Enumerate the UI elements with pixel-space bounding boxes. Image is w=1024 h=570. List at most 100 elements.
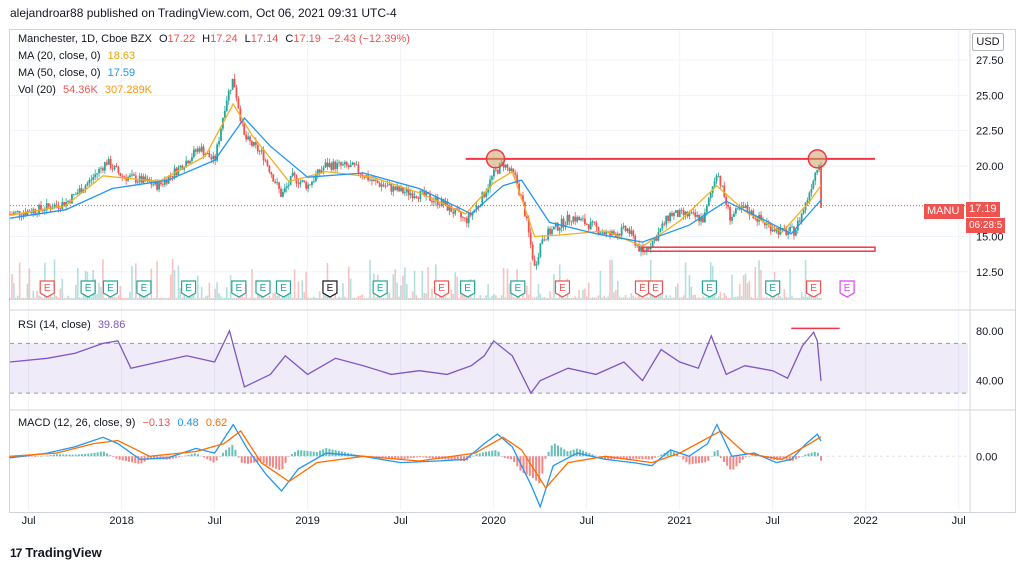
volume-bar xyxy=(167,297,170,300)
volume-bar xyxy=(816,296,818,300)
volume-bar xyxy=(146,294,149,300)
candle-body xyxy=(787,231,790,235)
candle-body xyxy=(506,164,509,168)
ma50-legend[interactable]: MA (50, close, 0) 17.59 xyxy=(18,67,139,79)
macd-histogram-bar xyxy=(779,456,782,459)
macd-hist-value: −0.13 xyxy=(142,417,171,429)
macd-histogram-bar xyxy=(694,456,697,464)
candle-body xyxy=(669,213,671,222)
volume-bar xyxy=(493,294,495,300)
symbol-legend[interactable]: Manchester, 1D, Cboe BZX O17.22 H17.24 L… xyxy=(18,33,414,45)
earnings-marker-label: E xyxy=(706,283,713,294)
support-level xyxy=(641,246,876,252)
candle-body xyxy=(185,160,188,168)
candle-body xyxy=(570,221,573,223)
macd-histogram-bar xyxy=(510,456,513,460)
volume-bar xyxy=(498,297,501,300)
volume-bar xyxy=(9,297,11,300)
ma20-legend[interactable]: MA (20, close, 0) 18.63 xyxy=(18,50,139,62)
macd-histogram-bar xyxy=(272,456,275,468)
volume-bar xyxy=(680,297,683,300)
volume-bar xyxy=(173,270,176,300)
macd-histogram-bar xyxy=(300,450,303,457)
candle-body xyxy=(202,146,205,156)
macd-histogram-bar xyxy=(246,456,249,464)
currency-button[interactable]: USD xyxy=(972,33,1004,51)
macd-histogram-bar xyxy=(491,450,494,457)
macd-histogram-bar xyxy=(650,456,653,460)
candle-body xyxy=(237,98,240,109)
volume-bar xyxy=(202,297,205,300)
volume-bar xyxy=(514,297,517,300)
candle-body xyxy=(692,212,695,214)
highlight-circle xyxy=(485,149,506,169)
volume-bar xyxy=(706,296,708,300)
macd-histogram-bar xyxy=(810,452,813,457)
candle-body xyxy=(162,184,164,185)
earnings-marker-label: E xyxy=(377,283,384,294)
earnings-marker-icon xyxy=(554,280,571,298)
candle-body xyxy=(628,228,631,234)
candle-body xyxy=(45,203,48,211)
volume-bar xyxy=(357,295,360,300)
candle-body xyxy=(291,172,294,176)
volume-bar xyxy=(611,259,613,300)
volume-bar xyxy=(779,296,782,300)
price-tick-label: 22.50 xyxy=(976,126,1004,138)
candle-body xyxy=(235,87,238,99)
candle-body xyxy=(806,200,809,203)
candle-body xyxy=(729,206,731,221)
earnings-marker-label: E xyxy=(107,283,114,294)
rsi-line xyxy=(9,329,822,395)
volume-bar xyxy=(413,270,416,300)
volume-bar xyxy=(361,294,364,300)
volume-bar xyxy=(419,297,422,300)
candle-body xyxy=(663,223,666,225)
candle-body xyxy=(121,176,124,178)
volume-bar xyxy=(462,290,464,300)
volume-bar xyxy=(737,296,739,300)
publisher-line: alejandroar88 published on TradingView.c… xyxy=(10,6,397,20)
volume-bar xyxy=(564,297,567,300)
macd-histogram-bar xyxy=(591,454,594,457)
macd-legend[interactable]: MACD (12, 26, close, 9) −0.13 0.48 0.62 xyxy=(18,417,231,429)
volume-bar xyxy=(487,284,489,300)
macd-histogram-bar xyxy=(253,456,256,463)
candle-body xyxy=(794,230,797,236)
earnings-marker-label: E xyxy=(464,283,471,294)
volume-bar xyxy=(539,293,542,300)
candle-body xyxy=(494,169,497,171)
earnings-marker-label: E xyxy=(141,283,148,294)
volume-bar xyxy=(40,296,42,300)
volume-bar xyxy=(340,297,342,300)
candle-body xyxy=(520,194,522,196)
candle-body xyxy=(340,162,342,166)
candle-body xyxy=(452,212,455,214)
macd-histogram-bar xyxy=(735,456,738,467)
candle-body xyxy=(152,184,155,186)
macd-histogram-bar xyxy=(381,456,384,458)
candle-body xyxy=(736,208,739,210)
rsi-legend[interactable]: RSI (14, close) 39.86 xyxy=(18,319,129,331)
candle-body xyxy=(254,141,257,145)
volume-bar xyxy=(502,267,505,300)
volume-bar xyxy=(508,283,511,300)
candle-body xyxy=(764,222,766,226)
macd-histogram-bar xyxy=(322,449,325,457)
chart-frame[interactable] xyxy=(9,29,1016,513)
volume-bar xyxy=(744,273,747,300)
volume-bar xyxy=(402,275,404,300)
earnings-marker-icon xyxy=(839,280,855,298)
macd-histogram-bar xyxy=(647,456,650,460)
candle-body xyxy=(24,212,27,215)
volume-bar xyxy=(98,283,100,300)
tradingview-brand[interactable]: 17 TradingView xyxy=(10,545,102,560)
candle-body xyxy=(630,230,633,234)
earnings-marker-icon xyxy=(510,280,526,298)
macd-histogram-bar xyxy=(30,456,33,457)
volume-legend[interactable]: Vol (20) 54.36K 307.289K xyxy=(18,84,156,96)
candle-body xyxy=(485,192,488,197)
volume-bar xyxy=(104,297,106,300)
